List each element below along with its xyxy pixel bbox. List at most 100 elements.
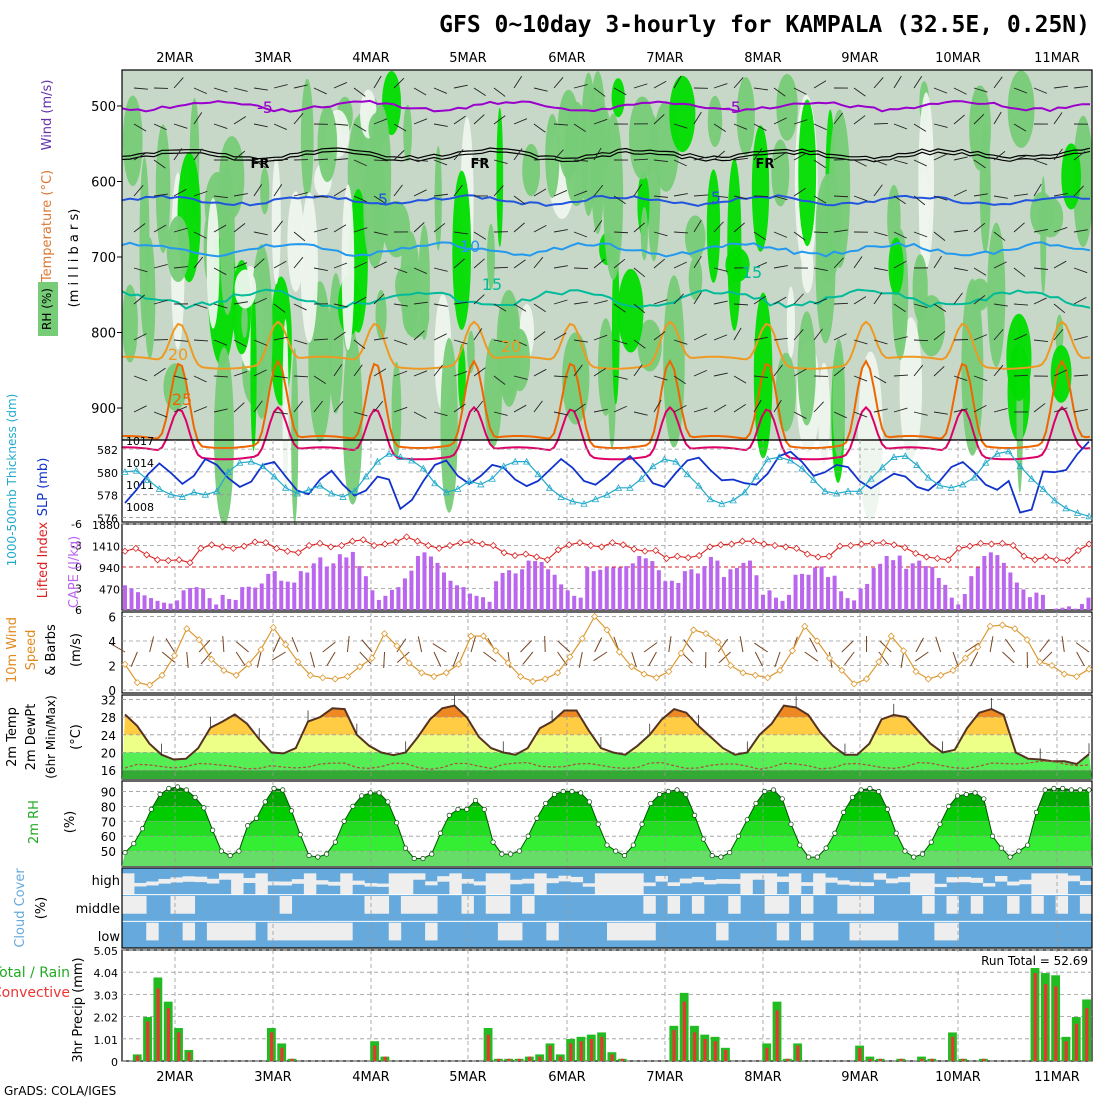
lifted-index-marker [989,541,995,547]
lifted-index-marker [371,543,377,549]
cape-bar [995,555,999,610]
rh-marker [237,849,241,853]
cape-bar [357,566,361,610]
cape-bar [442,572,446,610]
rh-cell [318,105,338,182]
rh-marker [885,807,889,811]
lifted-index-marker [284,548,290,554]
lifted-index-marker [252,539,258,545]
cape-bar [807,575,811,610]
cape-bar [950,598,954,610]
wind-speed-marker [530,678,536,684]
precip-convective-bar [714,1041,717,1061]
cloud-clear-cell [886,878,898,883]
lifted-index-marker [859,541,865,547]
rh-cell [207,198,220,329]
temp-tick-label: 28 [101,711,116,725]
precip-convective-bar [177,1032,180,1061]
rh-marker [351,804,355,808]
rh-marker [289,809,293,813]
cloud-clear-cell [680,879,692,884]
wind-speed-marker [542,676,548,682]
cloud-clear-cell [280,923,292,941]
cloud-clear-cell [122,873,134,894]
cloud-clear-cell [716,879,728,884]
rh-marker [964,792,968,796]
rh-marker [377,791,381,795]
lifted-index-marker [176,557,182,563]
rh-marker [465,807,469,811]
cape-bar [221,595,225,610]
lifted-index-marker [534,554,540,560]
date-label-bottom: 6MAR [548,1070,585,1085]
surface-wind-barb [936,637,941,652]
precip-tick-label: 2.02 [94,1012,119,1025]
lifted-index-marker [328,544,334,550]
cape-bar [540,562,544,610]
cloud-clear-cell [522,896,534,914]
rh-marker [491,840,495,844]
cloud-clear-cell [934,923,946,941]
surface-wind-barb [953,652,958,667]
lifted-index-marker [219,544,225,550]
rh-marker [386,800,390,804]
temp-axis-label-a: 2m Temp [5,707,20,767]
cape-bar [956,605,960,610]
surface-wind-barb [272,652,286,660]
rh-marker [438,831,442,835]
rh-marker [281,788,285,792]
precip-convective-bar [1075,1024,1078,1061]
wind-speed-marker [728,662,734,668]
rh-cell [219,136,244,219]
cloud-clear-cell [146,923,158,941]
cape-bar [208,598,212,610]
surface-wind-barb [236,652,245,665]
rh-marker [1008,855,1012,859]
cloud-clear-cell [716,923,728,941]
cloud-clear-cell [340,873,352,894]
cloud-clear-cell [304,873,316,894]
cloud-clear-cell [692,877,704,882]
isotherm-label: 20 [501,337,521,356]
cape-bar [813,567,817,610]
lifted-index-marker [382,541,388,547]
cloud-clear-cell [292,923,304,941]
cloud-clear-cell [934,884,946,887]
rh-marker [587,800,591,804]
rh-marker [754,801,758,805]
precip-convective-bar [167,1008,170,1061]
precip-tick-label: 4.04 [94,967,119,980]
wind-axis-label-c: & Barbs [44,624,59,676]
wind-axis-label-b: Speed [24,630,39,671]
cape-bar [872,568,876,610]
precip-axis-label: 3hr Precip (mm) [71,957,86,1062]
cloud-clear-cell [971,878,983,883]
cape-bar [878,564,882,610]
cape-bar [585,567,589,610]
cape-bar [761,595,765,610]
cloud-clear-cell [801,882,813,886]
cape-bar [149,598,153,610]
lifted-index-marker [339,543,345,549]
precip-convective-bar [1034,973,1037,1061]
temp-tick-label: 32 [101,693,116,707]
cape-bar [924,566,928,610]
cape-bar [969,576,973,610]
cloud-clear-cell [898,877,910,882]
temp-band [122,770,1092,779]
cloud-clear-cell [631,923,643,941]
rh-cell [618,269,644,353]
cloud-clear-cell [1007,882,1019,886]
cloud-clear-cell [1044,873,1056,894]
cape-bar [227,599,231,610]
cape-bar [546,569,550,610]
wind-speed-marker [1086,666,1092,672]
surface-wind-barb [649,652,657,666]
wind-speed-marker [320,675,326,681]
rh-marker [526,834,530,838]
cloud-clear-cell [1080,881,1092,885]
cape-bar [917,561,921,610]
rh-band [122,781,1092,791]
rh-marker [657,792,661,796]
cape-bar [435,563,439,610]
